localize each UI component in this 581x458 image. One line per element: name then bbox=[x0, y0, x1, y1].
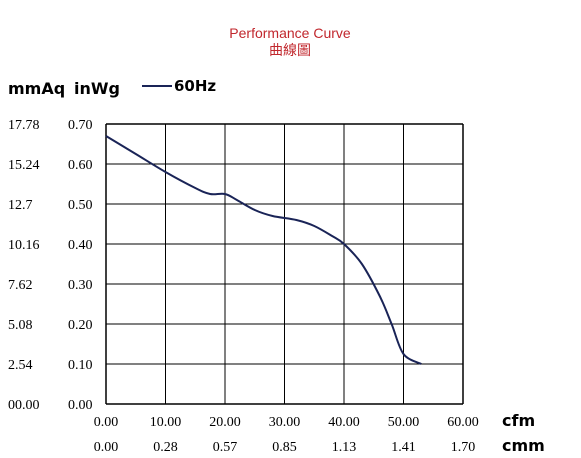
x-tick-label-cmm: 0.57 bbox=[213, 440, 238, 455]
y-tick-label-inwg: 0.30 bbox=[68, 278, 93, 293]
x-tick-label-cmm: 0.00 bbox=[94, 440, 119, 455]
x-tick-label-cmm: 1.13 bbox=[332, 440, 357, 455]
y-ticks-mmaq: 00.00 2.54 5.08 7.62 10.16 12.7 15.24 17.78 bbox=[8, 118, 40, 413]
legend-label-60hz: 60Hz bbox=[174, 77, 216, 95]
x-ticks-cmm: 0.00 0.28 0.57 0.85 1.13 1.41 1.70 bbox=[94, 440, 476, 455]
x-tick-label-cmm: 0.28 bbox=[153, 440, 178, 455]
y-tick-label-inwg: 0.40 bbox=[68, 238, 93, 253]
y-tick-label-inwg: 0.20 bbox=[68, 318, 93, 333]
x-axis-label-cfm: cfm bbox=[502, 411, 535, 430]
x-tick-label-cfm: 60.00 bbox=[447, 415, 479, 430]
y-tick-label-inwg: 0.00 bbox=[68, 398, 93, 413]
x-tick-label-cfm: 20.00 bbox=[209, 415, 241, 430]
y-ticks-inwg: 0.00 0.10 0.20 0.30 0.40 0.50 0.60 0.70 bbox=[68, 118, 93, 413]
y-tick-label-inwg: 0.50 bbox=[68, 198, 93, 213]
y-tick-label-inwg: 0.70 bbox=[68, 118, 93, 133]
x-tick-label-cfm: 50.00 bbox=[388, 415, 420, 430]
y-tick-label-mmaq: 5.08 bbox=[8, 318, 33, 333]
y-tick-label-mmaq: 10.16 bbox=[8, 238, 40, 253]
x-tick-label-cmm: 1.41 bbox=[391, 440, 416, 455]
y-tick-label-inwg: 0.10 bbox=[68, 358, 93, 373]
chart-title: Performance Curve bbox=[229, 25, 351, 41]
x-ticks-cfm: 0.00 10.00 20.00 30.00 40.00 50.00 60.00 bbox=[94, 415, 479, 430]
y-axis-label-mmaq: mmAq bbox=[8, 79, 65, 98]
y-tick-label-mmaq: 7.62 bbox=[8, 278, 33, 293]
y-tick-label-mmaq: 17.78 bbox=[8, 118, 40, 133]
y-tick-label-inwg: 0.60 bbox=[68, 158, 93, 173]
x-tick-label-cfm: 10.00 bbox=[150, 415, 182, 430]
y-tick-label-mmaq: 00.00 bbox=[8, 398, 40, 413]
y-tick-label-mmaq: 12.7 bbox=[8, 198, 33, 213]
x-axis-label-cmm: cmm bbox=[502, 436, 545, 455]
y-axis-label-inwg: inWg bbox=[74, 79, 120, 98]
series-line-60hz bbox=[105, 135, 422, 365]
grid bbox=[105, 123, 464, 405]
x-tick-label-cfm: 0.00 bbox=[94, 415, 119, 430]
x-tick-label-cfm: 40.00 bbox=[328, 415, 360, 430]
y-tick-label-mmaq: 15.24 bbox=[8, 158, 40, 173]
y-tick-label-mmaq: 2.54 bbox=[8, 358, 33, 373]
x-tick-label-cmm: 0.85 bbox=[272, 440, 297, 455]
chart-subtitle: 曲線圖 bbox=[269, 42, 311, 58]
x-tick-label-cmm: 1.70 bbox=[451, 440, 476, 455]
x-tick-label-cfm: 30.00 bbox=[269, 415, 301, 430]
